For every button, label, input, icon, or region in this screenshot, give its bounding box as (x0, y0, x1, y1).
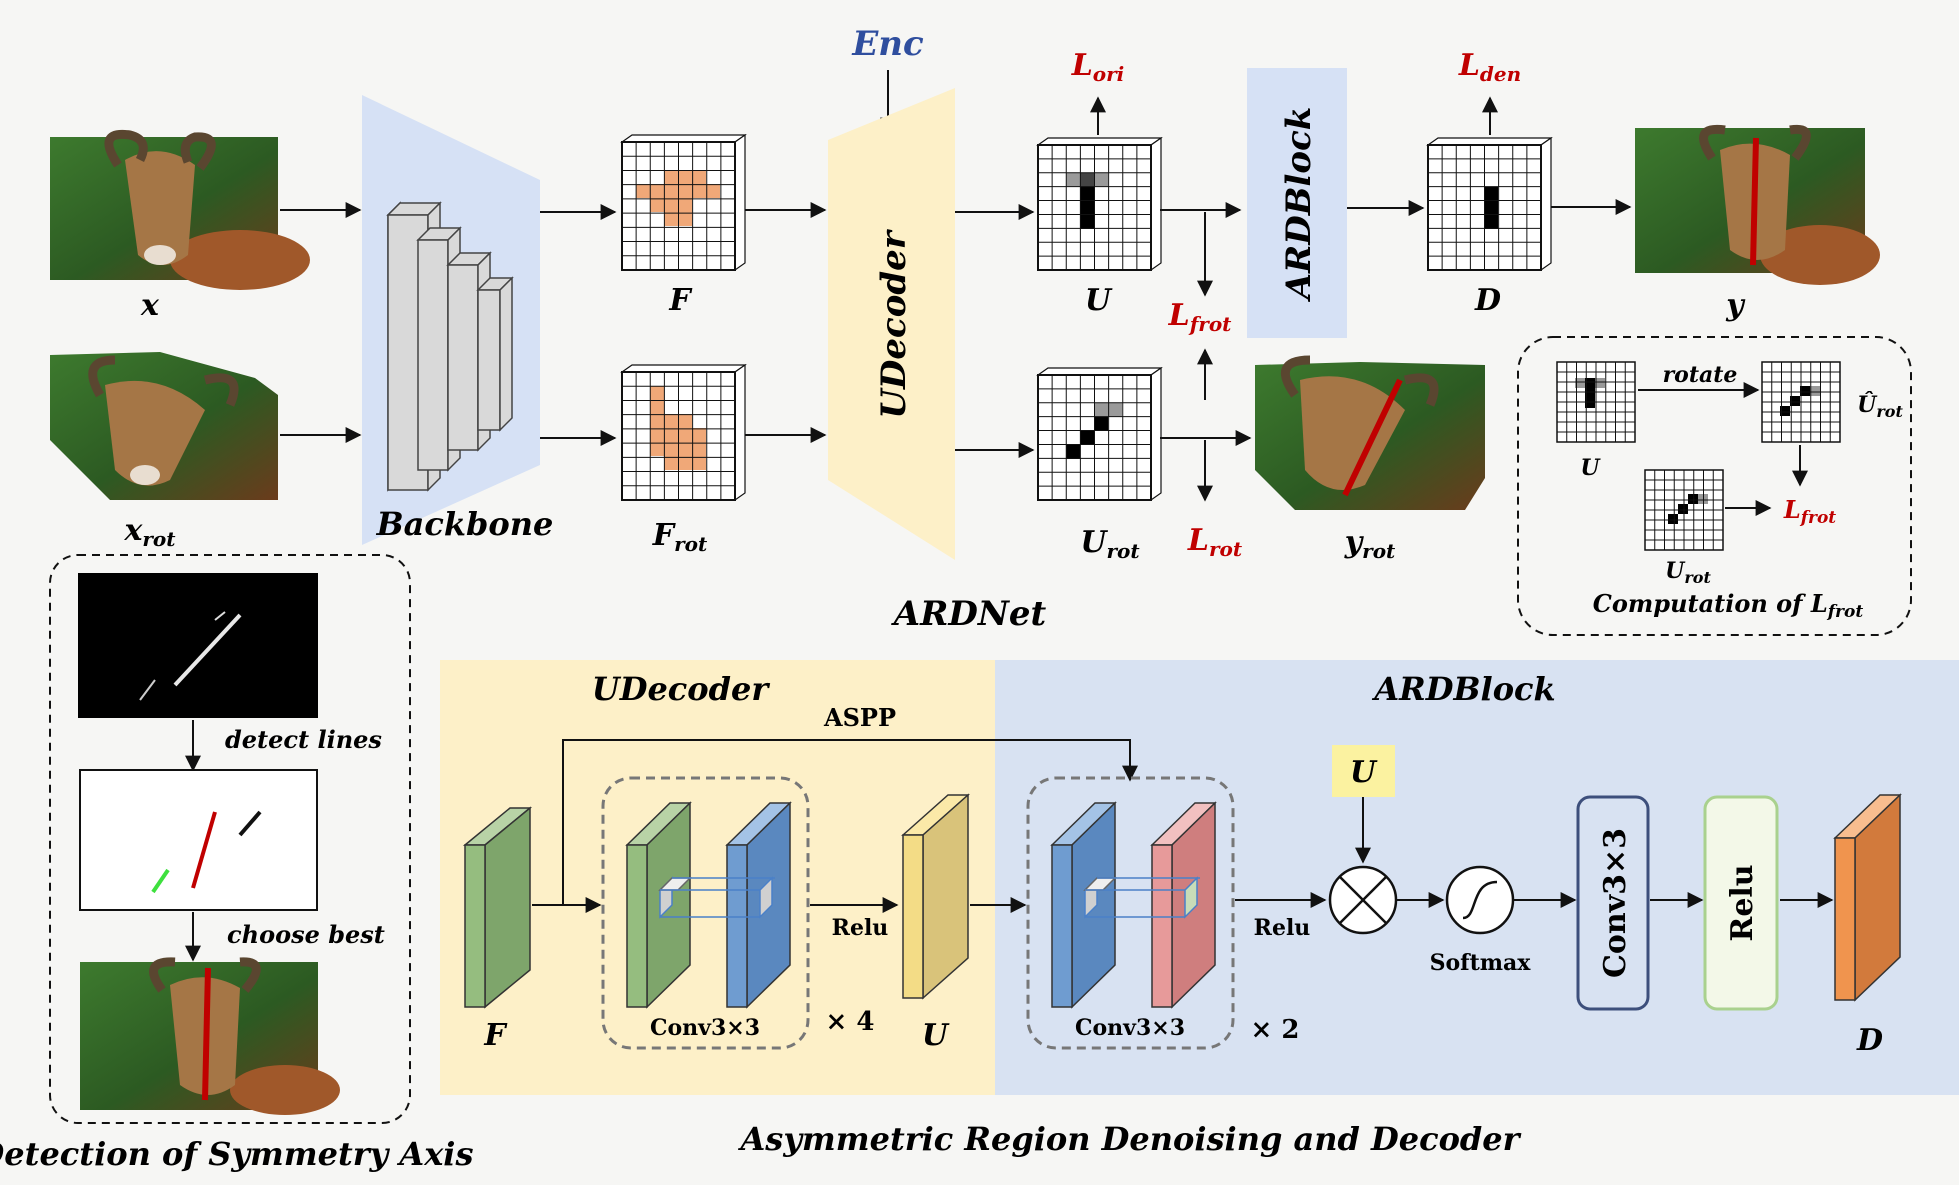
detect-lines-label: detect lines (225, 725, 382, 754)
softmax-node (1445, 865, 1515, 935)
label-F-rot: Frot (652, 518, 708, 556)
detection-caption: Detection of Symmetry Axis (0, 1135, 473, 1173)
result-image (80, 957, 340, 1115)
conv2-kernel (1083, 876, 1200, 919)
ardblock-label: ARDBlock (1279, 107, 1319, 303)
conv2-blue-layer (1050, 801, 1117, 1009)
label-y-rot: yrot (1344, 525, 1396, 563)
candidate-lines-panel (79, 769, 318, 911)
conv1-kernel (658, 876, 775, 919)
map-D (1426, 136, 1553, 272)
input-image-x (50, 129, 310, 290)
bottom-label-D: D (1856, 1023, 1883, 1058)
input-image-x-rot (50, 352, 278, 500)
U-input-box (1332, 745, 1395, 797)
ardnet-title: ARDNet (891, 594, 1047, 634)
ardblock-block (1247, 68, 1347, 338)
detection-box (49, 554, 411, 1124)
enc-label: Enc (851, 24, 924, 64)
block-F (462, 806, 533, 1009)
frot-map-Uhat-rot (1761, 361, 1841, 443)
conv3-label: Conv3×3 (1598, 828, 1633, 978)
conv2-label: Conv3×3 (1075, 1015, 1185, 1041)
udecoder-panel-title: UDecoder (592, 670, 771, 708)
frot-rotate-label: rotate (1663, 362, 1738, 388)
times2-label: × 2 (1251, 1015, 1300, 1045)
conv3-block (1576, 795, 1650, 1011)
frot-computation-box (1517, 336, 1912, 636)
backbone-label: Backbone (376, 505, 554, 543)
backbone-block (362, 95, 540, 545)
frot-loss: Lfrot (1783, 495, 1836, 528)
label-y: y (1725, 288, 1746, 323)
udecoder-label: UDecoder (874, 229, 914, 419)
map-U-rot (1036, 366, 1163, 502)
output-image-y (1635, 124, 1880, 285)
conv1-label: Conv3×3 (650, 1015, 760, 1041)
udecoder-block (828, 88, 955, 560)
frot-caption: Computation of Lfrot (1593, 589, 1864, 622)
aspp-skip-arrow (562, 739, 1138, 905)
frot-label-U-rot: Urot (1665, 558, 1711, 587)
U-input-label: U (1350, 755, 1378, 790)
multiply-node (1328, 865, 1398, 935)
conv-group-2 (1026, 776, 1235, 1050)
softmax-label: Softmax (1430, 950, 1532, 976)
block-U (901, 793, 970, 1000)
conv-group-1 (601, 776, 810, 1050)
label-U-rot: Urot (1080, 525, 1140, 563)
loss-L-den: Lden (1458, 48, 1521, 86)
times4-label: × 4 (826, 1007, 875, 1037)
loss-L-ori: Lori (1071, 48, 1125, 86)
feature-map-F-rot (620, 363, 747, 502)
bottom-label-U: U (922, 1018, 950, 1053)
block-D (1833, 793, 1902, 1002)
label-x: x (140, 288, 160, 323)
aspp-label: ASPP (823, 703, 896, 732)
relu2-label: Relu (1254, 915, 1311, 941)
frot-label-Uhat-rot: Ûrot (1857, 391, 1903, 421)
frot-map-U (1556, 361, 1636, 443)
loss-L-rot: Lrot (1187, 523, 1243, 561)
frot-map-U-rot (1644, 469, 1724, 551)
label-D: D (1474, 283, 1501, 318)
map-U (1036, 136, 1163, 272)
label-F: F (668, 283, 693, 318)
feature-map-F (620, 133, 747, 272)
bottom-caption: Asymmetric Region Denoising and Decoder (737, 1120, 1521, 1158)
frot-label-U: U (1580, 455, 1601, 481)
label-x-rot: xrot (123, 513, 176, 551)
ardblock-panel-title: ARDBlock (1371, 670, 1555, 708)
bottom-label-F: F (483, 1018, 508, 1053)
output-image-y-rot (1255, 355, 1485, 510)
relu1-label: Relu (832, 915, 889, 941)
relu3-label: Relu (1725, 864, 1760, 941)
relu-block (1703, 795, 1779, 1011)
label-U: U (1085, 283, 1113, 318)
loss-L-frot: Lfrot (1168, 298, 1233, 336)
edge-map-image (78, 573, 318, 718)
choose-best-label: choose best (227, 920, 385, 949)
